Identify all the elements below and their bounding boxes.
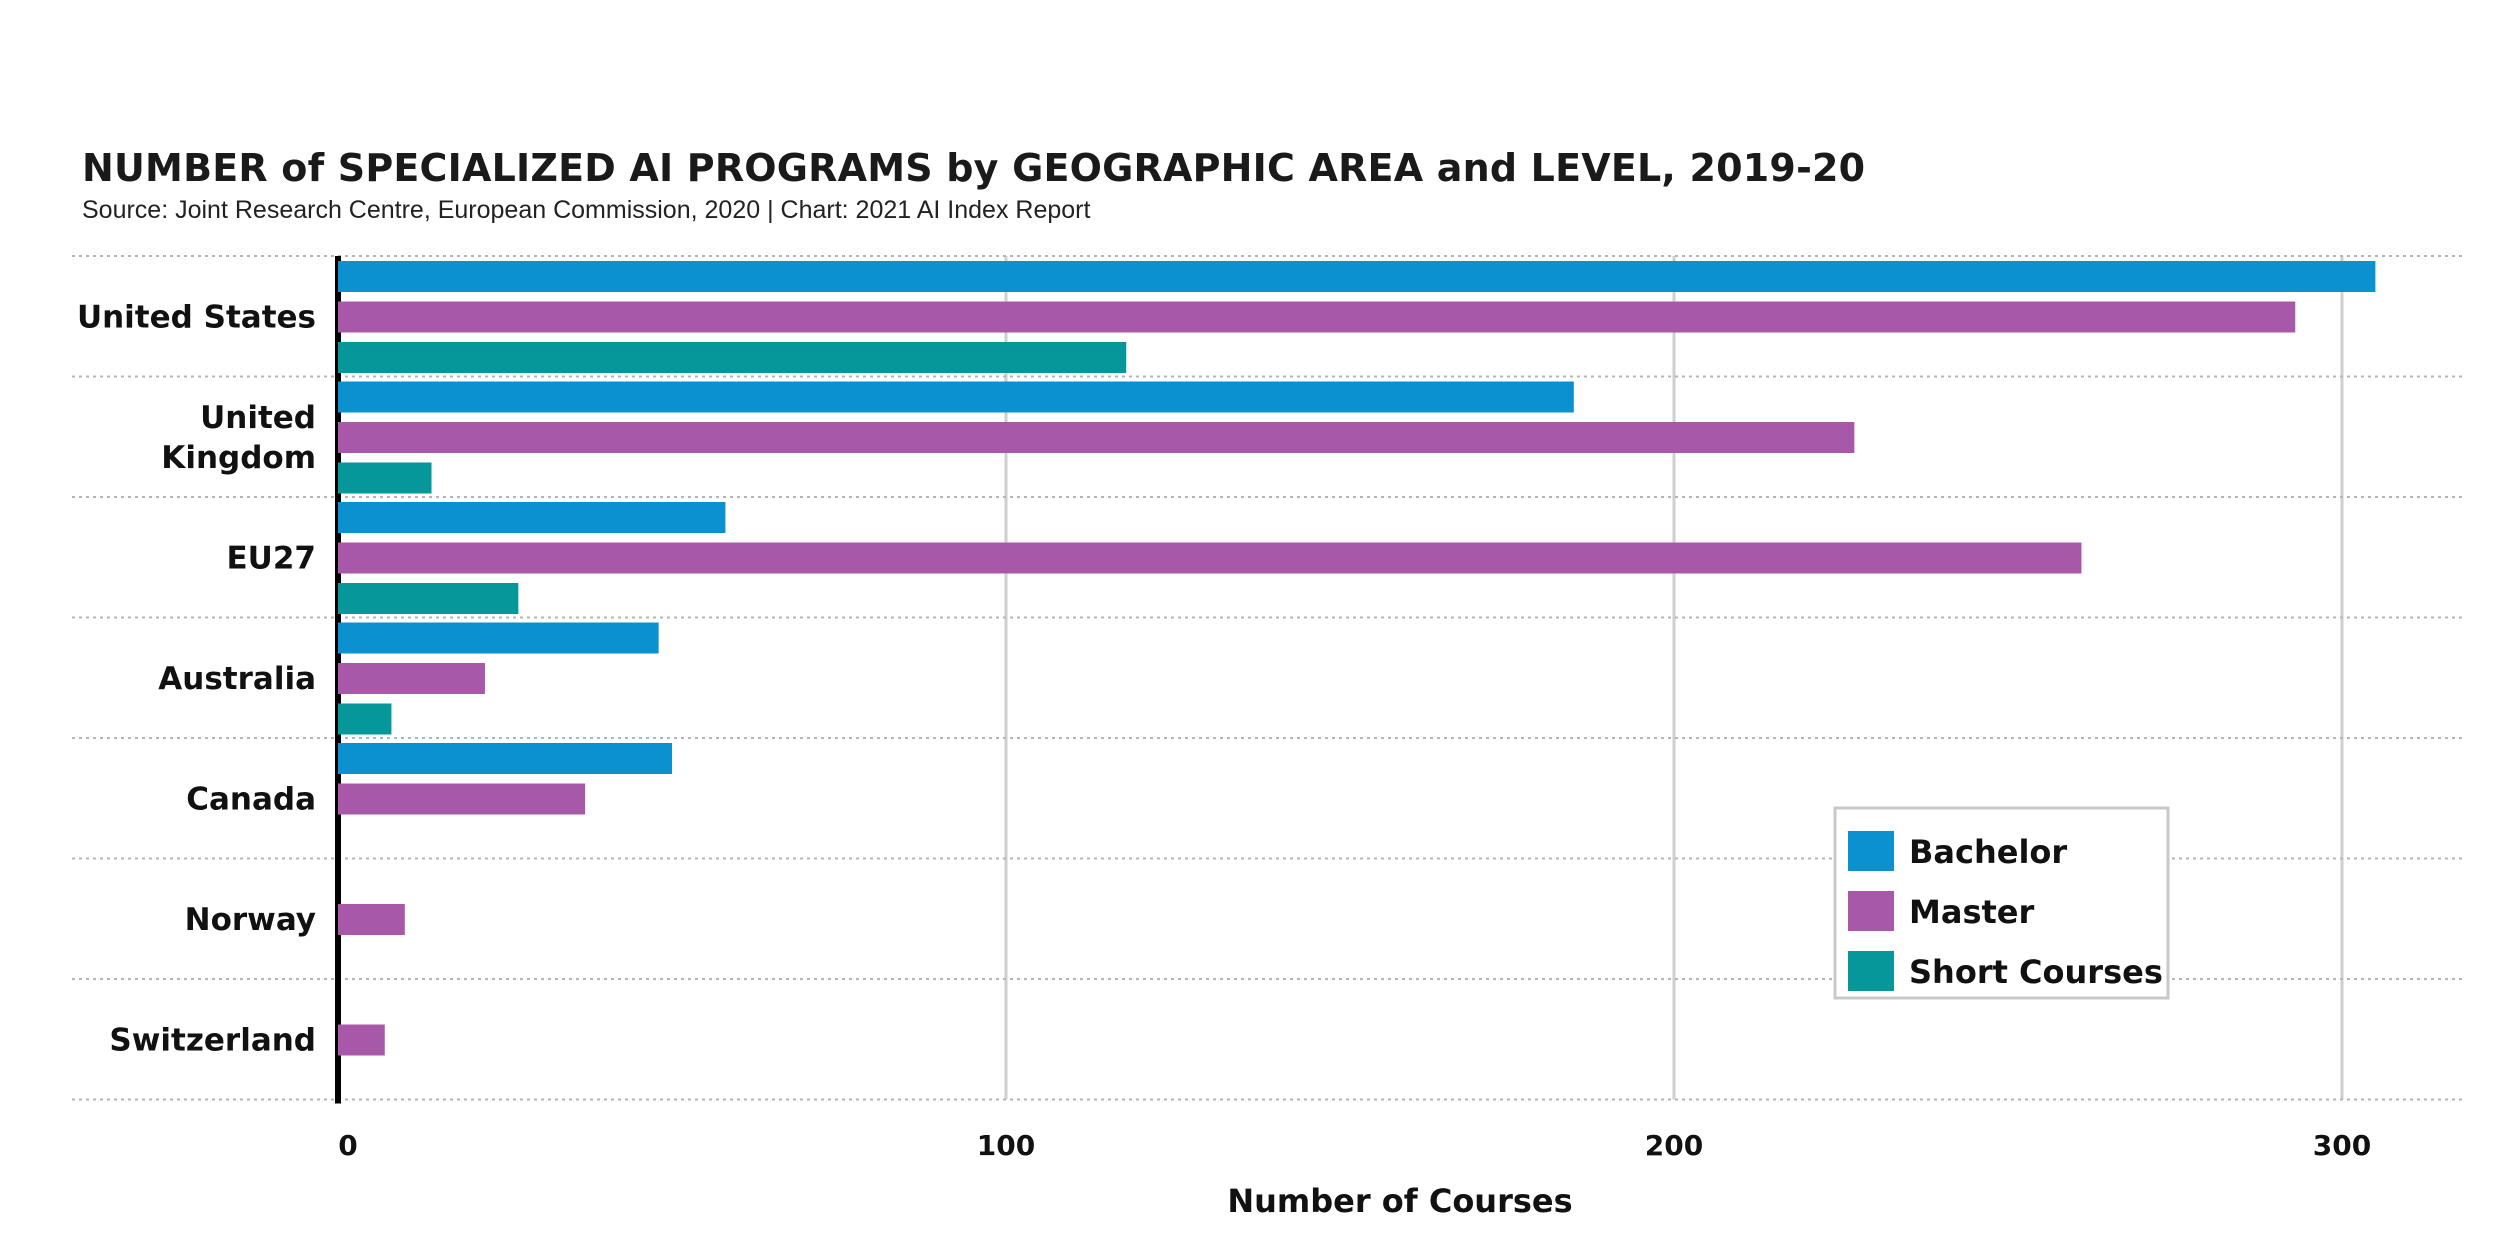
legend-swatch <box>1848 951 1894 991</box>
bar-master <box>338 904 405 935</box>
category-label: United <box>200 400 316 436</box>
legend-swatch <box>1848 831 1894 871</box>
bar-bachelor <box>338 743 672 774</box>
bar-master <box>338 663 485 694</box>
category-label: Kingdom <box>161 440 316 476</box>
bar-bachelor <box>338 261 2376 292</box>
category-label: Switzerland <box>109 1022 316 1058</box>
chart-title: NUMBER of SPECIALIZED AI PROGRAMS by GEO… <box>82 146 1866 190</box>
x-tick-label: 200 <box>1645 1129 1703 1162</box>
bar-short-courses <box>338 583 519 614</box>
category-label: United States <box>77 299 316 335</box>
bar-master <box>338 422 1855 453</box>
bar-bachelor <box>338 381 1574 413</box>
bar-short-courses <box>338 342 1127 373</box>
chart-subtitle: Source: Joint Research Centre, European … <box>82 196 1091 224</box>
bar-bachelor <box>338 622 659 654</box>
bar-short-courses <box>338 703 392 735</box>
legend-label: Bachelor <box>1909 833 2067 871</box>
bar-master <box>338 1024 385 1056</box>
category-label: Canada <box>186 781 316 817</box>
bar-short-courses <box>338 462 432 494</box>
legend-swatch <box>1848 891 1894 931</box>
x-axis-title: Number of Courses <box>1227 1182 1572 1220</box>
bar-master <box>338 301 2296 333</box>
x-tick-label: 0 <box>338 1129 357 1162</box>
category-label: EU27 <box>227 540 317 576</box>
x-tick-label: 300 <box>2313 1129 2371 1162</box>
legend-label: Short Courses <box>1909 953 2163 991</box>
bar-master <box>338 783 586 815</box>
bar-master <box>338 542 2082 574</box>
x-tick-label: 100 <box>977 1129 1035 1162</box>
bar-bachelor <box>338 502 726 533</box>
category-label: Norway <box>185 902 316 938</box>
category-label: Australia <box>158 661 316 697</box>
legend-label: Master <box>1909 893 2034 931</box>
